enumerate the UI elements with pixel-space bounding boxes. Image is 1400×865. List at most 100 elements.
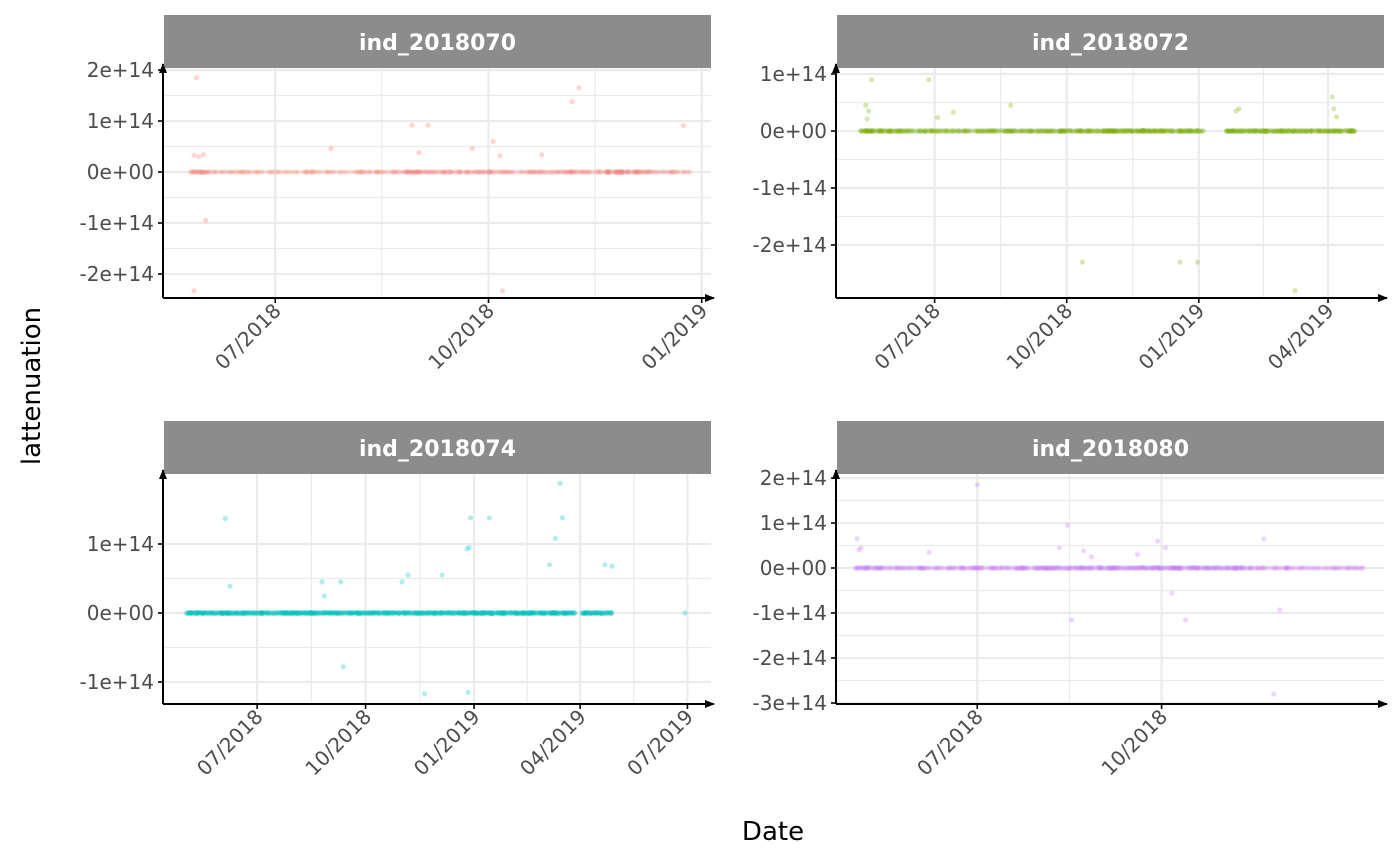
data-point: [586, 169, 592, 175]
data-point: [225, 169, 231, 175]
data-point: [1318, 128, 1324, 134]
data-point: [311, 169, 317, 175]
data-point: [288, 169, 294, 176]
data-point: [300, 169, 306, 175]
data-point: [281, 168, 288, 175]
data-point: [375, 169, 381, 176]
data-point: [193, 169, 199, 175]
data-point: [227, 169, 233, 175]
data-point: [239, 169, 245, 175]
data-point: [857, 128, 863, 134]
data-point: [239, 169, 245, 175]
data-point: [195, 168, 201, 175]
data-point: [270, 169, 276, 175]
data-point: [650, 169, 656, 175]
data-point: [259, 169, 265, 175]
data-point: [259, 169, 266, 175]
data-point: [409, 122, 415, 128]
data-point: [251, 169, 258, 175]
data-point: [327, 169, 333, 176]
data-point: [266, 169, 273, 176]
data-point: [1165, 128, 1171, 134]
data-point: [193, 75, 199, 81]
data-point: [342, 169, 348, 175]
data-point: [866, 128, 872, 134]
data-point: [353, 169, 359, 176]
data-point: [219, 169, 225, 175]
data-point: [212, 170, 218, 176]
data-point: [346, 169, 352, 175]
data-point: [255, 170, 261, 176]
data-point: [1196, 128, 1202, 134]
data-point: [219, 170, 226, 176]
data-point: [868, 77, 875, 83]
data-point: [434, 169, 440, 175]
data-point: [1334, 114, 1340, 120]
data-point: [382, 169, 388, 175]
data-point: [316, 169, 322, 175]
data-point: [211, 169, 217, 175]
data-point: [217, 168, 223, 174]
data-point: [212, 169, 218, 175]
data-point: [335, 169, 341, 175]
data-point: [303, 169, 309, 175]
data-point: [200, 169, 207, 175]
data-point: [310, 169, 316, 175]
data-point: [374, 168, 380, 175]
data-point: [539, 152, 545, 158]
data-point: [224, 169, 230, 175]
data-point: [331, 169, 337, 175]
data-point: [270, 169, 276, 175]
data-point: [305, 169, 311, 175]
data-point: [273, 169, 279, 175]
data-point: [328, 169, 334, 175]
data-point: [247, 169, 253, 175]
data-point: [1007, 128, 1013, 134]
data-point: [339, 168, 345, 175]
data-point: [234, 169, 240, 175]
data-point: [1250, 128, 1257, 134]
data-point: [273, 170, 279, 176]
data-point: [243, 169, 250, 175]
data-point: [987, 127, 993, 134]
data-point: [531, 169, 537, 176]
data-point: [203, 169, 209, 175]
data-point: [379, 169, 386, 175]
data-point: [364, 170, 371, 176]
data-point: [1174, 128, 1180, 134]
data-point: [384, 169, 390, 175]
data-point: [200, 169, 206, 176]
data-point: [303, 169, 309, 175]
data-point: [238, 169, 244, 175]
data-point: [268, 169, 274, 176]
data-point: [224, 169, 230, 175]
data-point: [207, 169, 213, 175]
data-point: [872, 128, 878, 134]
data-point: [260, 169, 266, 175]
data-point: [300, 170, 306, 176]
y-tick-label: 0e+00: [87, 160, 154, 184]
data-point: [265, 169, 271, 175]
data-point: [193, 169, 199, 175]
data-point: [210, 169, 216, 175]
data-point: [281, 169, 288, 175]
data-point: [1101, 128, 1107, 134]
data-point: [362, 169, 368, 175]
data-point: [241, 169, 247, 175]
data-point: [1086, 128, 1092, 134]
data-point: [277, 169, 283, 175]
data-point: [317, 169, 323, 176]
data-point: [205, 169, 211, 175]
data-point: [658, 168, 664, 175]
data-point: [469, 145, 475, 152]
data-point: [323, 168, 329, 175]
data-point: [1071, 128, 1077, 134]
data-point: [221, 168, 227, 175]
data-point: [308, 170, 314, 176]
data-point: [304, 169, 311, 175]
data-point: [276, 169, 282, 175]
data-point: [318, 169, 324, 175]
data-point: [258, 169, 264, 175]
data-point: [283, 169, 289, 175]
data-point: [212, 169, 218, 175]
